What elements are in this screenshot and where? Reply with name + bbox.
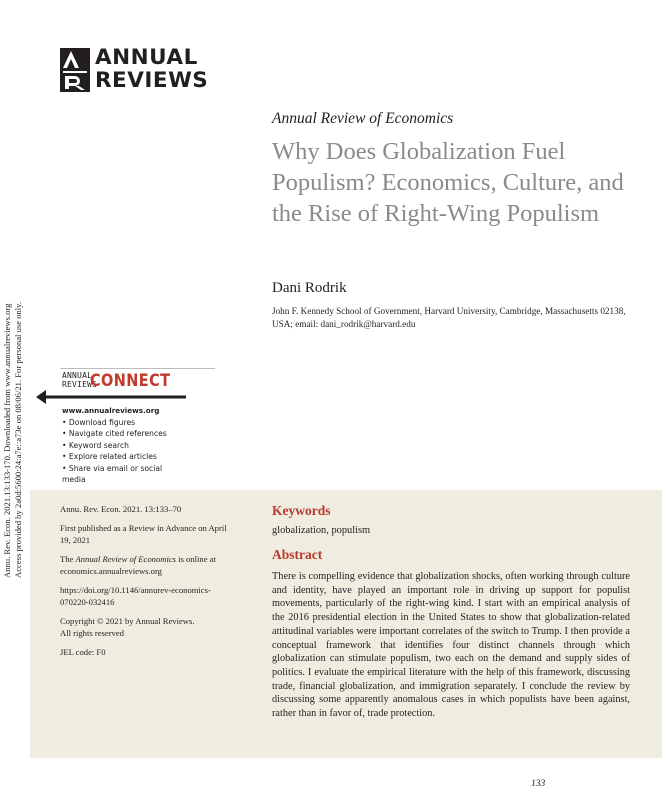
online-notice-pre: The bbox=[60, 554, 76, 564]
connect-small-reviews: REVIEWS bbox=[62, 379, 98, 389]
author-name: Dani Rodrik bbox=[272, 280, 347, 296]
logo-word-reviews: REVIEWS bbox=[95, 68, 209, 93]
ar-logo-icon bbox=[60, 48, 90, 92]
connect-feature-item: Share via email or social media bbox=[62, 463, 186, 486]
download-stamp-line-1: Annu. Rev. Econ. 2021.13:133-170. Downlo… bbox=[2, 303, 12, 578]
connect-feature-item: Download figures bbox=[62, 417, 186, 428]
annual-reviews-logo[interactable]: ANNUAL REVIEWS bbox=[60, 46, 230, 96]
annual-reviews-connect[interactable]: ANNUAL REVIEWS CONNECT www.annualreviews… bbox=[36, 368, 215, 484]
keywords-heading: Keywords bbox=[272, 503, 331, 518]
connect-website[interactable]: www.annualreviews.org bbox=[62, 406, 160, 415]
article-metadata: Annu. Rev. Econ. 2021. 13:133–70 First p… bbox=[60, 503, 235, 665]
copyright: Copyright © 2021 by Annual Reviews. All r… bbox=[60, 615, 235, 639]
download-stamp: Annu. Rev. Econ. 2021.13:133-170. Downlo… bbox=[2, 248, 26, 578]
online-notice-post: is online at economics.annualreviews.org bbox=[60, 554, 216, 576]
connect-small-annual: ANNUAL bbox=[62, 371, 93, 380]
abstract-heading: Abstract bbox=[272, 547, 323, 562]
jel-code: JEL code: F0 bbox=[60, 647, 106, 657]
doi-link[interactable]: https://doi.org/10.1146/annurev-economic… bbox=[60, 585, 211, 607]
connect-feature-item: Keyword search bbox=[62, 440, 186, 451]
keywords-list: globalization, populism bbox=[272, 525, 371, 536]
online-notice: The Annual Review of Economics is online… bbox=[60, 553, 235, 577]
first-published: First published as a Review in Advance o… bbox=[60, 523, 227, 545]
arrow-left-icon bbox=[36, 390, 186, 404]
logo-word-annual: ANNUAL bbox=[95, 45, 198, 70]
download-stamp-line-2: Access provided by 2a0d:5600:24:a7e::a73… bbox=[12, 301, 23, 578]
copyright-line: Copyright © 2021 by Annual Reviews. bbox=[60, 616, 195, 626]
connect-feature-list: Download figures Navigate cited referenc… bbox=[62, 417, 186, 485]
connect-feature-item: Explore related articles bbox=[62, 451, 186, 462]
article-title: Why Does Globalization Fuel Populism? Ec… bbox=[272, 138, 624, 227]
abstract-text: There is compelling evidence that global… bbox=[272, 571, 630, 720]
rights-line: All rights reserved bbox=[60, 628, 124, 638]
connect-feature-item: Navigate cited references bbox=[62, 428, 186, 439]
citation: Annu. Rev. Econ. 2021. 13:133–70 bbox=[60, 504, 182, 514]
page-number: 133 bbox=[531, 779, 546, 789]
journal-name: Annual Review of Economics bbox=[272, 110, 454, 127]
connect-wordmark: CONNECT bbox=[90, 371, 171, 391]
online-notice-journal: Annual Review of Economics bbox=[75, 554, 176, 564]
connect-divider bbox=[60, 368, 215, 369]
author-affiliation: John F. Kennedy School of Government, Ha… bbox=[272, 306, 626, 329]
abstract-panel-background bbox=[30, 490, 662, 758]
